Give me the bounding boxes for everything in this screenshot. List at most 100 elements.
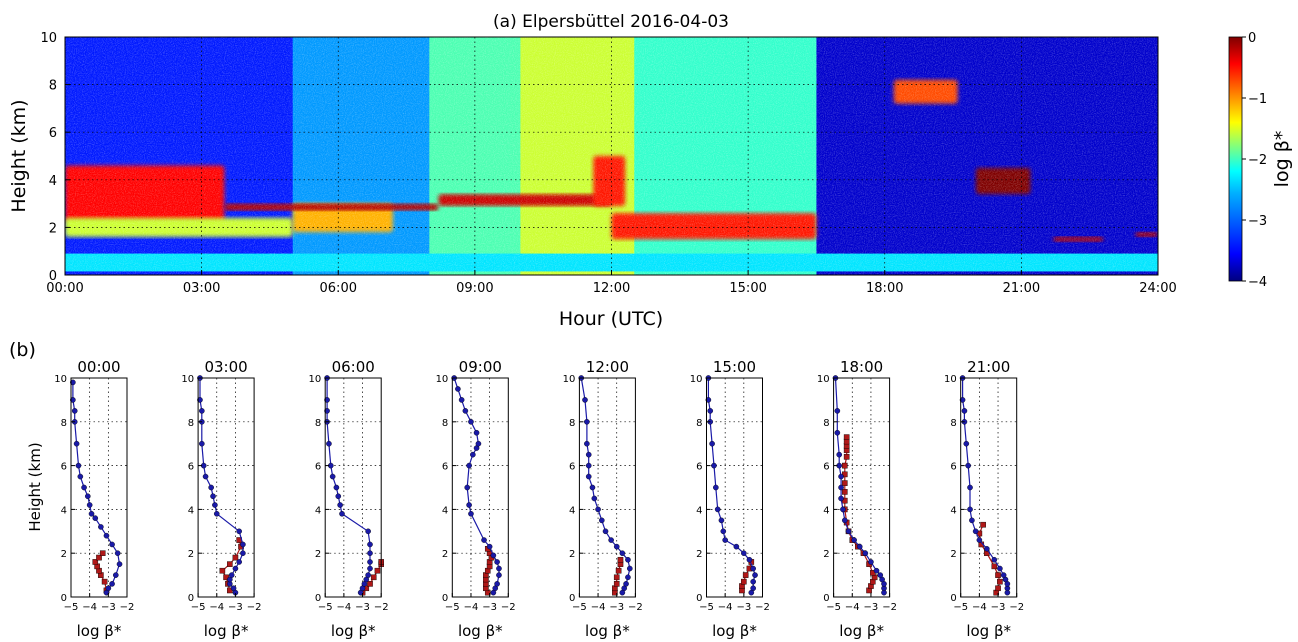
profile-y-tick-label: 0 bbox=[950, 593, 956, 604]
heatmap-y-label: Height (km) bbox=[8, 99, 30, 212]
profile-x-tick-label: −2 bbox=[120, 602, 135, 613]
profile-blue-series-point bbox=[496, 572, 502, 578]
profile-blue-series-point bbox=[984, 546, 990, 552]
profile-y-tick-label: 2 bbox=[696, 549, 702, 560]
profile-x-tick-label: −4 bbox=[209, 602, 224, 613]
profile-blue-series-point bbox=[468, 510, 474, 517]
profile-y-tick-label: 6 bbox=[442, 462, 448, 473]
profile-blue-series-point bbox=[73, 440, 80, 447]
heatmap-y-tick-label: 0 bbox=[49, 269, 57, 284]
profile-red-series-point bbox=[613, 574, 620, 581]
profile-y-tick-label: 0 bbox=[696, 593, 702, 604]
profile-title: 21:00 bbox=[967, 358, 1010, 376]
colorbar-tick-label: −1 bbox=[1248, 92, 1267, 107]
profile-red-series-point bbox=[742, 572, 749, 578]
profile-blue-series-point bbox=[720, 528, 727, 535]
profile-y-tick-label: 10 bbox=[308, 374, 321, 385]
profile-y-tick-label: 10 bbox=[817, 374, 830, 385]
profile-blue-series-point bbox=[367, 541, 373, 548]
profile-x-tick-label: −5 bbox=[699, 602, 714, 613]
profile-blue-series-point bbox=[591, 495, 598, 502]
profile-blue-series-point bbox=[845, 528, 852, 535]
profile-blue-series-point bbox=[750, 578, 756, 585]
profile-title: 18:00 bbox=[840, 358, 883, 376]
profile-blue-series-point bbox=[868, 559, 874, 565]
profile-blue-series-point bbox=[856, 543, 863, 550]
profile-x-tick-label: −3 bbox=[609, 602, 624, 613]
profile-y-label: Height (km) bbox=[26, 442, 44, 531]
profile-blue-series-point bbox=[333, 484, 340, 491]
profile-x-label: log β* bbox=[77, 622, 122, 640]
profile-y-tick-label: 6 bbox=[61, 462, 67, 473]
profile-blue-series-point bbox=[582, 397, 588, 403]
profile-x-tick-label: −3 bbox=[482, 602, 497, 613]
colorbar-ticks: 0 −1 −2 −3 −4 bbox=[1242, 31, 1267, 290]
profile-red-series-point bbox=[617, 556, 624, 563]
profile-blue-series-point bbox=[468, 418, 474, 425]
profile-blue-series-point bbox=[70, 397, 76, 403]
profile-blue-series-point bbox=[711, 462, 717, 469]
profile-blue-series-point bbox=[77, 473, 84, 480]
profile-blue-series-point bbox=[473, 429, 480, 436]
profile-blue-series-point bbox=[733, 543, 740, 550]
profile-blue-series-point bbox=[851, 537, 857, 543]
profile-blue-series-point bbox=[236, 559, 242, 565]
profile-blue-series-point bbox=[70, 379, 76, 386]
profile-frame bbox=[324, 377, 382, 598]
profile-blue-series-line bbox=[453, 377, 500, 593]
profile-blue-series-point bbox=[114, 550, 121, 557]
profile-blue-series-point bbox=[961, 408, 968, 414]
profile-blue-series-point bbox=[972, 528, 979, 535]
heatmap-x-tick-label: 09:00 bbox=[456, 281, 493, 296]
profile-blue-series-point bbox=[464, 484, 471, 491]
heatmap-noise-texture bbox=[65, 37, 1158, 275]
profile-x-tick-label: −2 bbox=[628, 602, 643, 613]
heatmap-y-tick-label: 6 bbox=[49, 126, 57, 141]
profile-blue-series-point bbox=[496, 565, 502, 572]
profile-x-tick-label: −5 bbox=[953, 602, 968, 613]
profile-blue-series-point bbox=[741, 550, 747, 557]
profile-frame bbox=[70, 377, 128, 598]
profile-y-tick-label: 2 bbox=[950, 549, 956, 560]
profile-blue-series-point bbox=[976, 537, 983, 543]
profile-panel-label: (b) bbox=[9, 339, 36, 361]
profile-blue-series-point bbox=[969, 517, 975, 524]
profile-title: 09:00 bbox=[459, 358, 502, 376]
profile-y-tick-label: 2 bbox=[61, 549, 67, 560]
profile-blue-series-point bbox=[98, 524, 104, 530]
profile-blue-series-point bbox=[1000, 572, 1007, 578]
colorbar-tick-label: 0 bbox=[1248, 31, 1256, 46]
profile-subplot: −5 −4 −3 −2 0 2 4 6 8 10 00:00 log β* bbox=[54, 358, 134, 640]
profile-blue-series-point bbox=[458, 397, 465, 403]
profile-x-tick-label: −5 bbox=[191, 602, 206, 613]
profile-red-series-line bbox=[844, 437, 876, 591]
profile-title: 15:00 bbox=[713, 358, 756, 376]
profile-blue-series-point bbox=[81, 484, 87, 491]
profile-blue-series-point bbox=[750, 565, 756, 572]
profile-y-tick-label: 8 bbox=[823, 418, 829, 429]
profile-y-tick-label: 8 bbox=[188, 418, 194, 429]
profile-frame bbox=[451, 377, 509, 598]
heatmap-x-tick-label: 03:00 bbox=[183, 281, 220, 296]
profile-blue-series-point bbox=[230, 585, 237, 592]
profile-blue-series-point bbox=[116, 561, 123, 567]
profile-x-label: log β* bbox=[839, 622, 884, 640]
profile-x-tick-label: −5 bbox=[64, 602, 79, 613]
profile-x-tick-label: −4 bbox=[591, 602, 606, 613]
profile-red-series-point bbox=[232, 554, 239, 561]
profile-red-series-point bbox=[991, 563, 998, 570]
profile-blue-series-point bbox=[967, 484, 973, 491]
profile-blue-series-point bbox=[838, 484, 844, 491]
profile-blue-series-point bbox=[109, 541, 115, 548]
colorbar-label: log β* bbox=[1271, 131, 1293, 188]
profile-blue-series-point bbox=[335, 493, 342, 500]
profile-blue-series-point bbox=[589, 484, 596, 491]
profile-y-tick-label: 4 bbox=[442, 505, 448, 516]
profile-blue-series-point bbox=[613, 543, 620, 550]
profile-blue-series-point bbox=[240, 550, 246, 557]
profile-blue-series-point bbox=[608, 537, 614, 543]
profile-red-series-point bbox=[842, 489, 848, 495]
profile-subplot: −5 −4 −3 −2 0 2 4 6 8 10 03:00 log β* bbox=[181, 358, 261, 640]
